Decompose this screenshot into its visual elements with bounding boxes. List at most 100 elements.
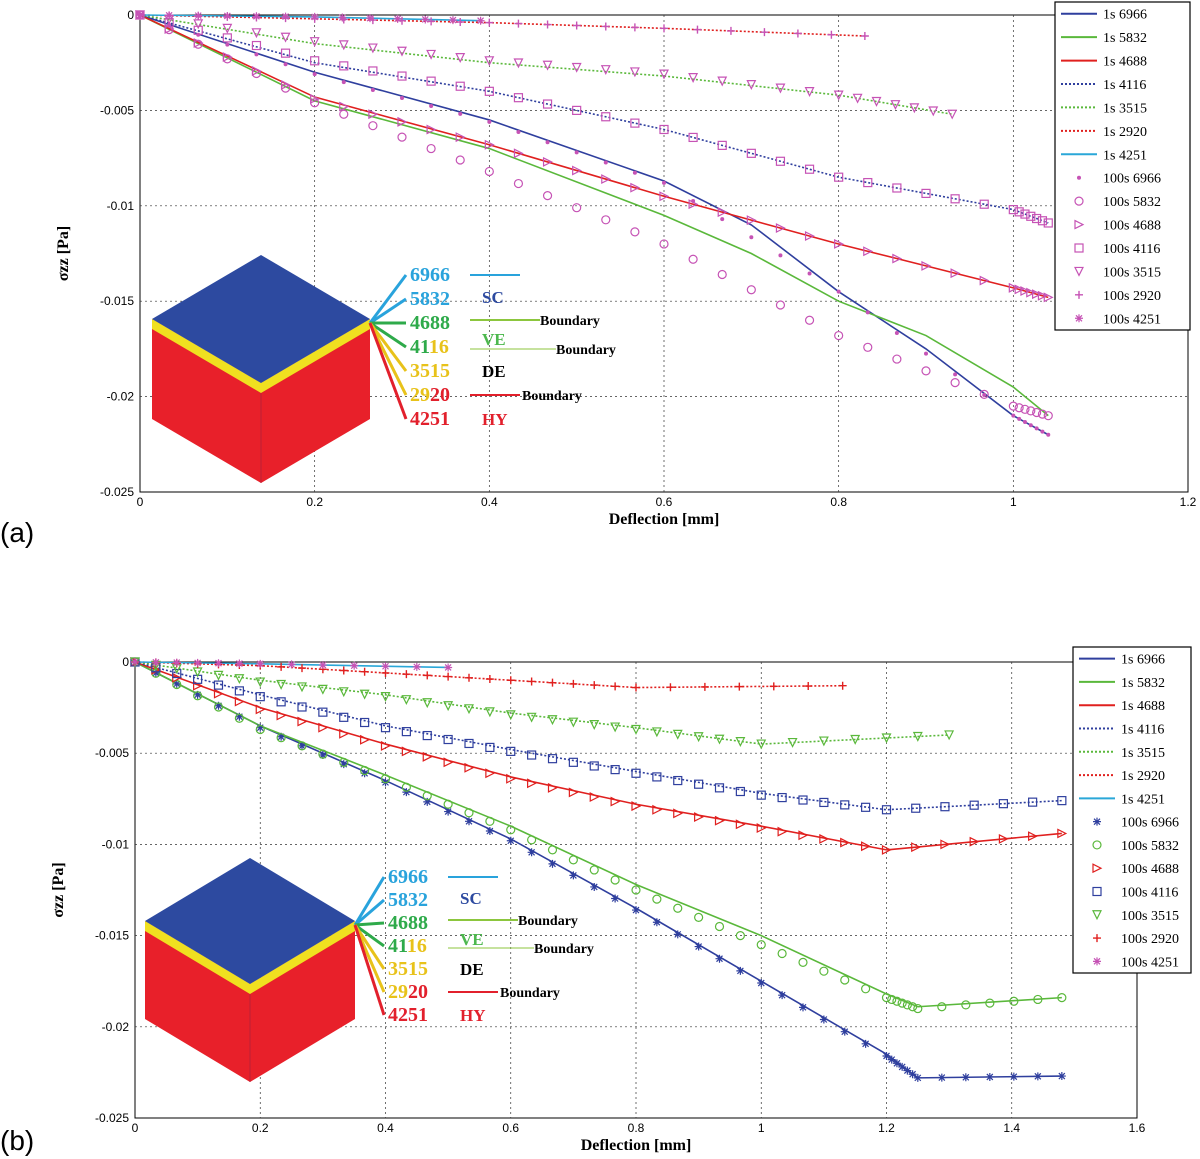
panel-a-legend-box [1054,1,1191,331]
panel-b-series-100s-4688-point [401,746,412,757]
panel-b-x-axis-label: Deflection [mm] [581,1137,692,1154]
panel-a-series-100s-4688-point [863,246,874,257]
panel-b-series-100s-4688-markers [130,657,1068,855]
panel-b-series-100s-6966-point [214,701,223,710]
panel-a-x-tick-label: 0.6 [656,495,673,509]
panel-a-series-100s-4688-point [688,199,699,210]
panel-b-legend-label: 100s 6966 [1121,816,1179,831]
panel-b-series-100s-5832-point [213,702,224,712]
panel-b-series-1s-4116-line [134,661,1062,811]
panel-a-legend-label: 100s 4251 [1103,312,1161,327]
cube-class-label: VE [460,930,484,949]
panel-b-series-100s-5832-point [1009,996,1019,1006]
cube-class-label: HY [482,410,508,429]
panel-b-series-100s-3515-point [505,710,516,721]
panel-b-series-100s-4688-point [714,815,725,826]
panel-a-series-100s-6966-point [254,52,259,57]
panel-a-legend-symbol [1074,266,1084,277]
panel-a-series-100s-5832-point [368,121,378,131]
panel-b-series-100s-4688-point [422,751,433,762]
panel-a-series-100s-4116-point [601,112,611,122]
panel-a-series-100s-3515-point [309,37,320,48]
panel-b-series-100s-5832-point [861,984,871,994]
panel-a-series-100s-5832-point [542,191,553,201]
panel-a-series-100s-6966-point [283,62,288,67]
panel-a-series-100s-4688-point [222,52,233,62]
panel-a-series-100s-5832-point [775,300,786,310]
panel-b-series-100s-4251-point [214,659,223,668]
panel-a-legend-symbol [1074,219,1085,230]
panel-a-series-100s-5832-point [1026,406,1036,416]
panel-b-series-100s-4116-point [714,783,725,793]
panel-a-legend-label: 1s 4251 [1103,148,1147,163]
panel-a-series-100s-4116-point [921,188,931,198]
panel-a-series-100s-4688-point [280,79,291,90]
panel-a-series-100s-4688-point [601,174,612,185]
cube-leader-line [369,321,407,349]
panel-b-series-100s-4688-point [360,734,370,745]
panel-b-series-100s-4688-point [631,801,642,812]
panel-b-series-100s-5832-point [798,957,808,967]
cube-boundary-label: Boundary [522,389,582,404]
panel-a-series-100s-2920-point [514,19,523,28]
panel-b-series-100s-4116-point [777,792,787,803]
panel-b-series-100s-6966-point [360,769,369,778]
panel-a-series-100s-4688-point [717,207,728,218]
panel-a-series-100s-4116-point [222,33,232,43]
panel-a-series-100s-6966-point [1034,426,1039,431]
panel-a-series-100s-4251-point [136,11,144,19]
panel-b-series-100s-4688-point [527,778,537,789]
panel-a-series-100s-5832-point [717,269,727,280]
panel-a-series-100s-4251-point [252,12,261,21]
panel-b-series-100s-5832-point [735,930,745,941]
cube-layer-number-part: 6966 [410,264,450,286]
panel-b-series-100s-5832-point [527,835,537,845]
panel-a-series-100s-4688-point [484,139,495,150]
panel-b-series-100s-4251-markers [131,658,453,672]
panel-b-legend-label: 100s 3515 [1121,909,1179,924]
panel-a-series-100s-4251-point [365,14,374,23]
panel-b-series-100s-3515-point [443,701,454,712]
panel-a-series-100s-4116-point [746,148,756,158]
panel-b-series-100s-5832-point [172,679,182,690]
panel-a-series-100s-6966-point [894,331,899,335]
panel-b-series-100s-3515-point [568,717,579,728]
cube-left-face [145,921,250,1082]
panel-a-series-100s-4688-point [921,260,932,271]
panel-a-series-100s-4116-point [804,164,815,174]
panel-b-series-100s-6966-point [694,942,703,951]
panel-b-x-tick-label: 1.4 [1003,1121,1020,1135]
panel-a-series-100s-5832-point [950,378,960,388]
panel-a-series-100s-6966-point [312,72,317,77]
cube-boundary-label: Boundary [534,942,594,957]
panel-b-series-100s-5832-point [1033,994,1043,1005]
panel-a-series-100s-3515-point [629,67,640,78]
panel-b-series-100s-2920-point [769,682,778,691]
panel-a-series-100s-6966-point [574,150,579,155]
panel-b-series-100s-6966-point [652,918,661,927]
panel-b-legend-symbol [1092,886,1102,897]
panel-a-y-tick-label: -0.02 [107,390,135,404]
panel-b-series-100s-4116-point [589,761,599,771]
panel-b-series-100s-3515-point [380,692,391,702]
panel-a-series-100s-4688-point [513,148,524,159]
panel-a-series-100s-4688-markers [135,10,1054,303]
panel-a-series-100s-4116-point [1037,216,1048,226]
panel-b-series-100s-5832-point [892,996,902,1006]
panel-b-series-100s-4688-point [568,787,579,798]
cube-layer-number-part: 29 [388,981,408,1003]
panel-b-series-100s-2920-point [632,683,640,692]
panel-a-series-100s-4688-point [630,182,641,193]
panel-a-series-100s-4116-point [542,99,553,109]
panel-b-series-100s-4116-point [735,786,745,797]
cube-layer-number-part: 4688 [388,912,428,934]
panel-b-series-100s-2920-point [590,681,599,690]
panel-b-series-100s-4688-point [940,839,951,850]
panel-b-series-100s-4116-point [998,799,1009,809]
panel-a-series-100s-2920-point [572,21,581,30]
panel-b-legend: 1s 6966 1s 5832 1s 4688 1s 4116 1s 3515 1s 29… [1072,646,1192,974]
cube-layer-number: 4251 [410,408,450,430]
panel-a-series-100s-4688-point [397,116,408,127]
